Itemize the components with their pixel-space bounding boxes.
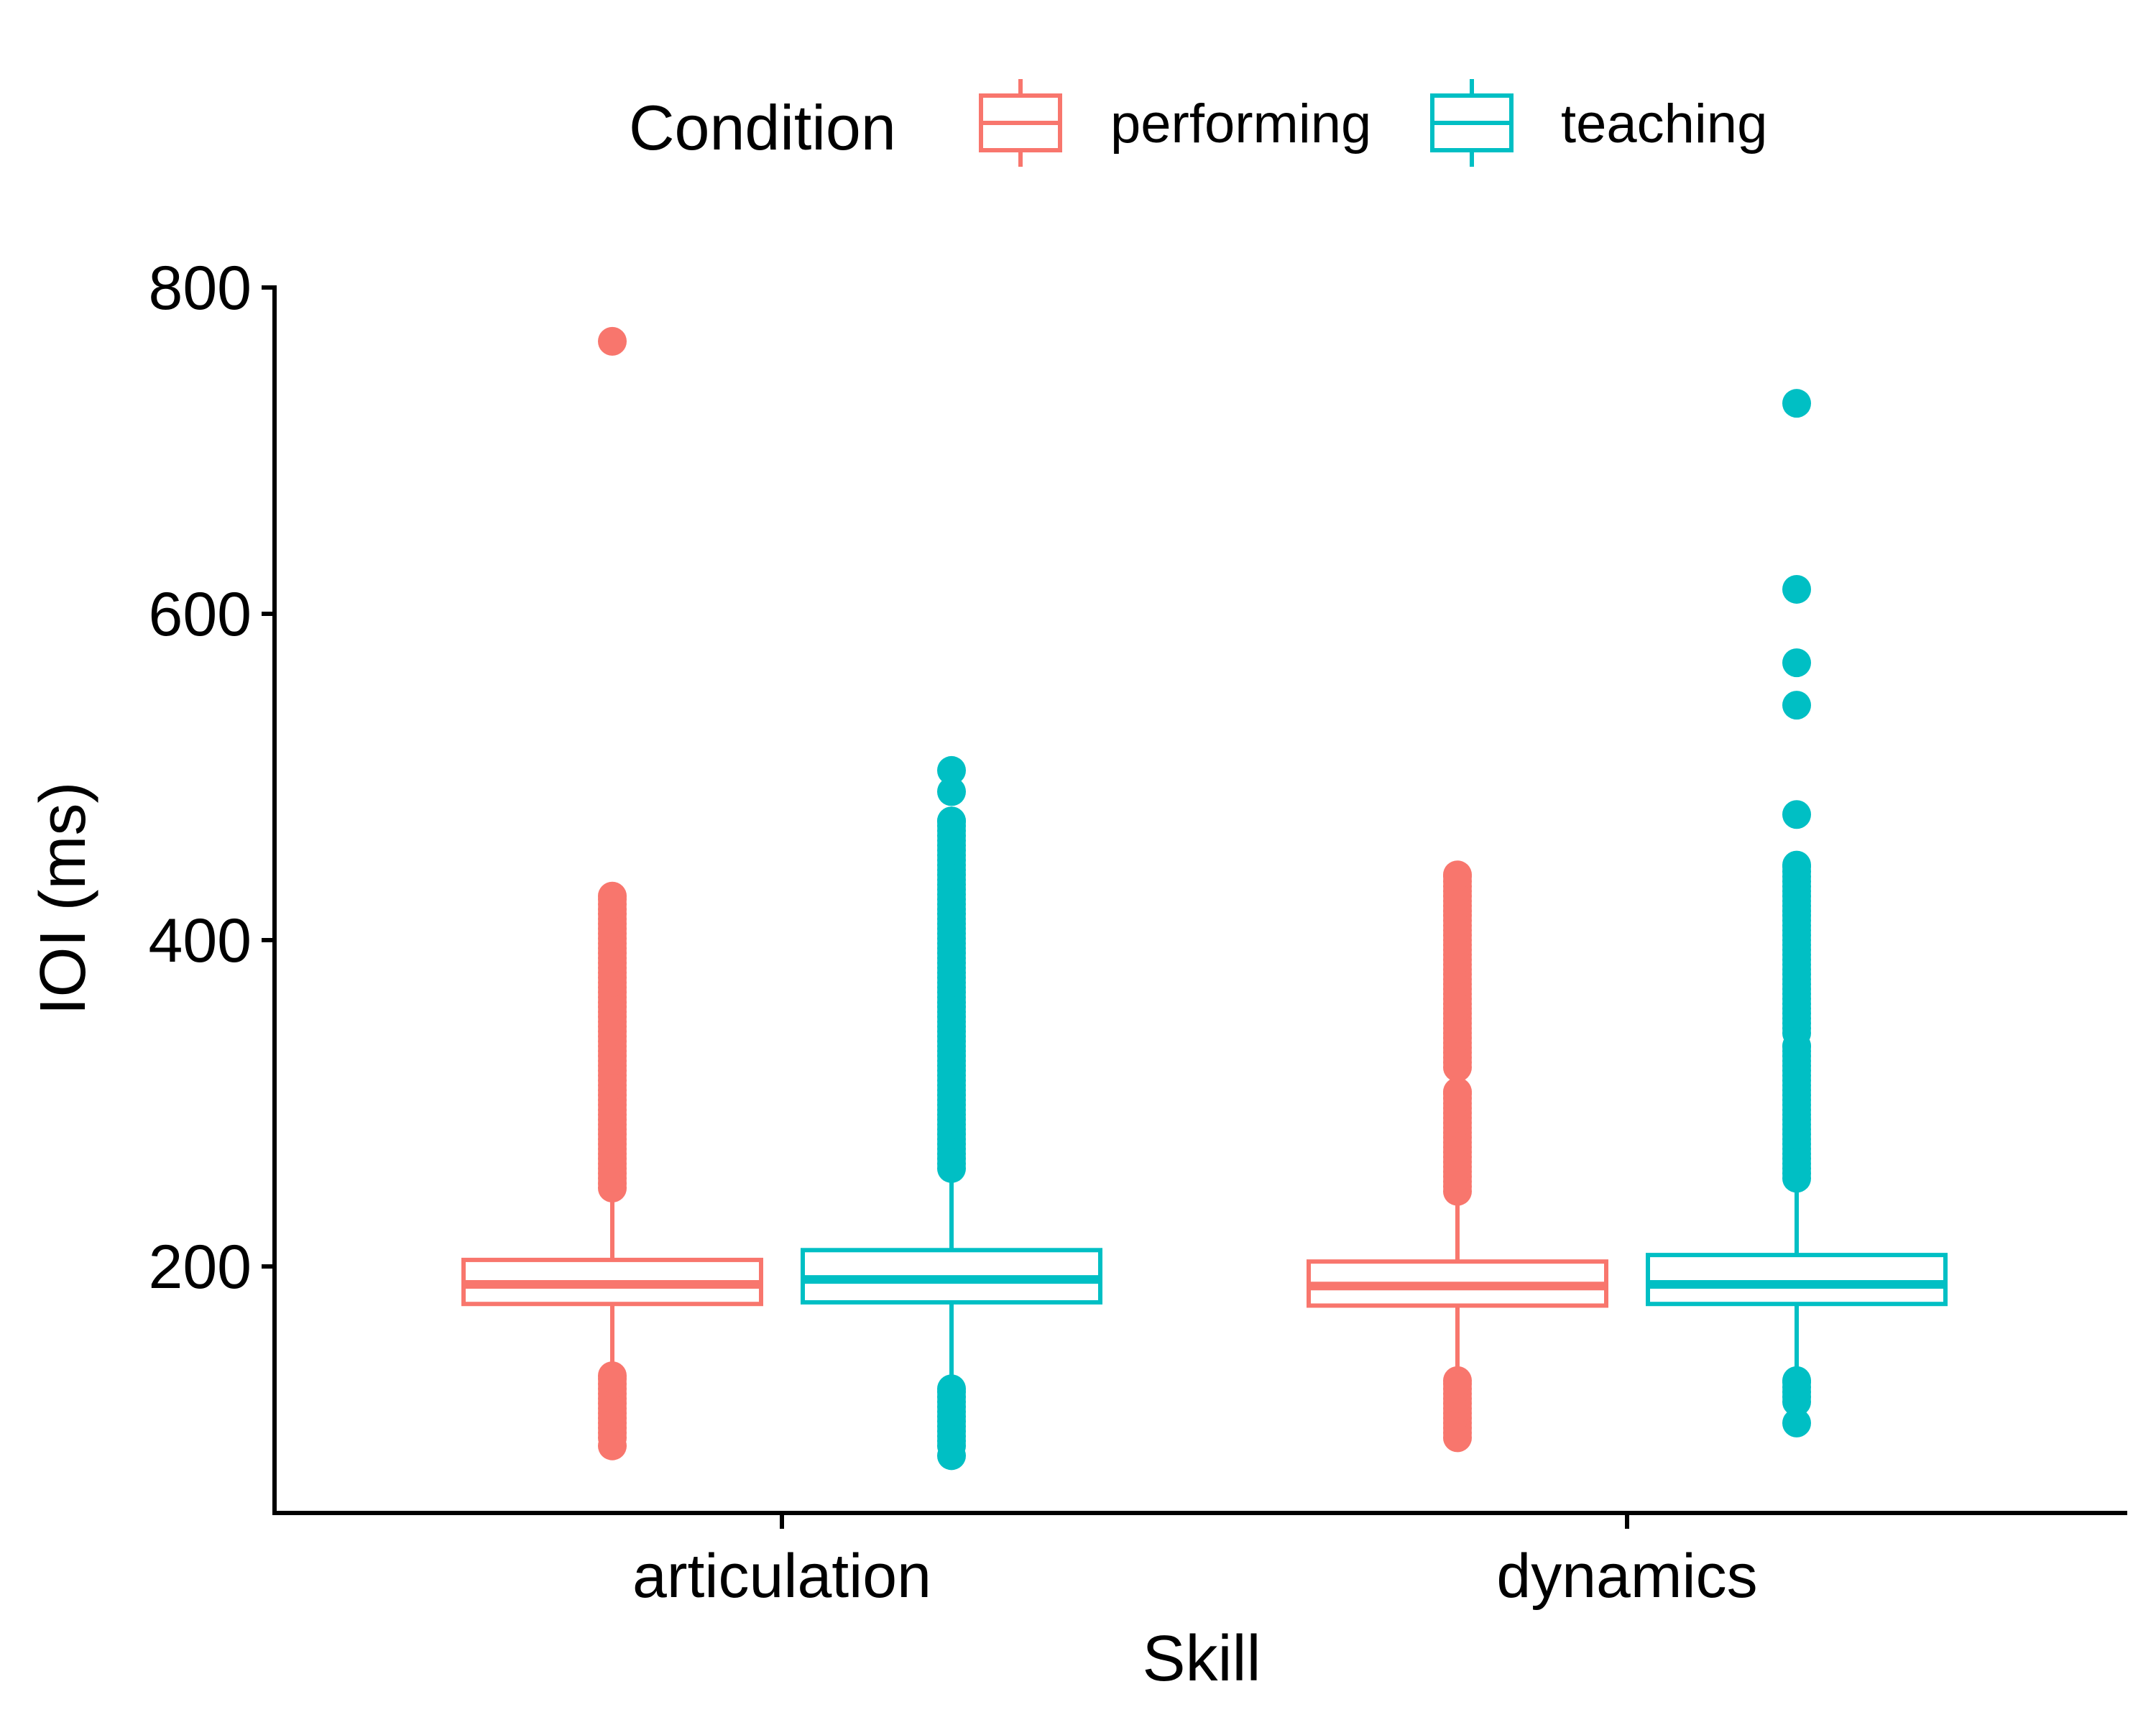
legend-item-performing: performing [979,79,1371,167]
legend-item-teaching: teaching [1430,79,1767,167]
x-axis-title: Skill [1142,1623,1261,1695]
outlier-point [1782,691,1811,720]
outlier-point [598,881,627,911]
outlier-point [937,777,966,806]
outlier-point [1782,800,1811,829]
legend: Condition performing teaching [629,79,1767,167]
outlier-point [1443,1077,1472,1107]
box-teaching-articulation [801,755,1102,1471]
box-performing-articulation [461,326,763,1460]
outlier-point [937,806,966,836]
y-tick-label: 800 [149,254,252,323]
outlier-point [1782,1408,1811,1438]
y-tick-label: 400 [149,906,252,975]
y-tick-label: 200 [149,1233,252,1302]
outlier-point [598,1361,627,1391]
legend-label-performing: performing [1110,93,1371,155]
outlier-point [1443,860,1472,890]
plot-area [461,326,1948,1471]
y-axis-title: IOI (ms) [27,782,99,1016]
legend-key-teaching [1430,79,1514,167]
axes: 200 400 600 800 articulation dynamics [149,254,2127,1611]
legend-title: Condition [629,92,896,163]
x-tick-label-articulation: articulation [632,1542,931,1611]
box-teaching-dynamics [1646,389,1948,1438]
outlier-point [937,755,966,785]
outlier-point [937,1441,966,1471]
legend-key-performing [979,79,1062,167]
outlier-point [1782,1366,1811,1395]
x-tick-label-dynamics: dynamics [1496,1542,1757,1611]
outlier-point [937,1374,966,1404]
outlier-point [1782,850,1811,880]
box-performing-dynamics [1307,860,1608,1453]
outlier-point [1782,574,1811,604]
outlier-point [1782,648,1811,678]
outlier-point [598,326,627,356]
outlier-point [1443,1366,1472,1395]
box-body [1646,1253,1948,1307]
outlier-point [1443,1423,1472,1453]
outlier-point [1782,389,1811,418]
outlier-point [598,1431,627,1460]
legend-label-teaching: teaching [1561,93,1767,155]
y-tick-label: 600 [149,580,252,649]
